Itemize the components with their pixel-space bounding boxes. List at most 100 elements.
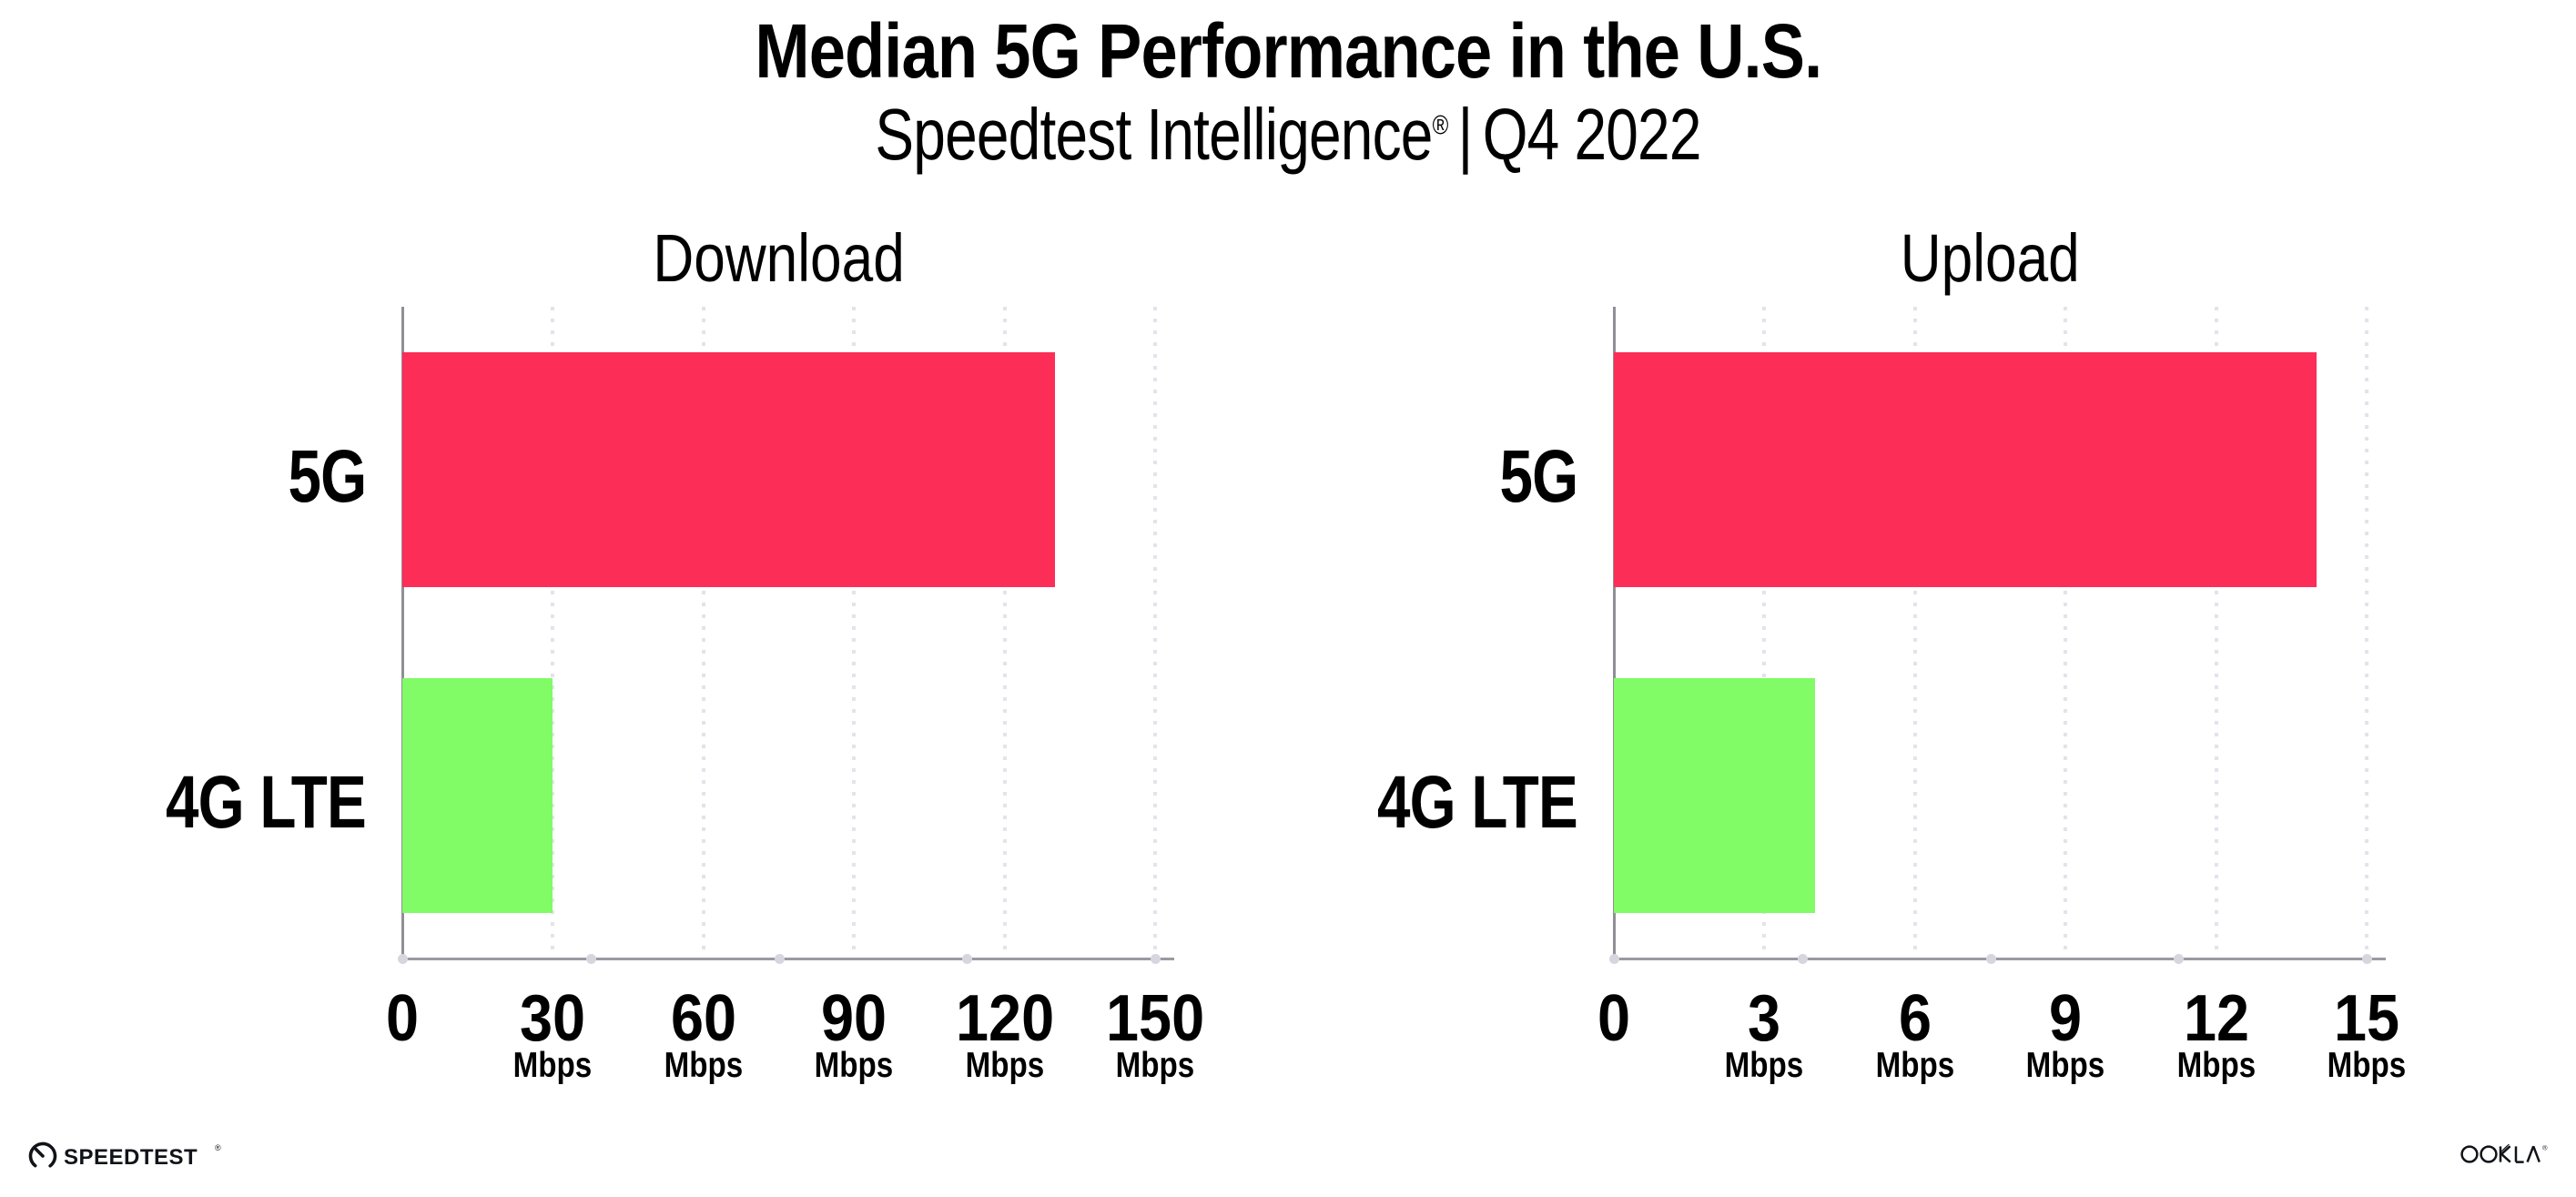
chart-upload: Upload 0 3 Mbps 6 Mbps 9 Mbps 12 Mbps 15 Mbps 5G 4G L… [1377, 220, 2406, 1083]
gridline-3 [1762, 307, 1767, 959]
x-tick-unit-text: Mbps [1115, 1046, 1195, 1085]
category-label-text: 5G [1499, 435, 1578, 518]
subtitle-text: Speedtest Intelligence® | Q4 2022 [875, 93, 1702, 177]
x-tick-value: 9 [2049, 982, 2083, 1055]
speedtest-logo-mark: ® [215, 1143, 221, 1152]
x-tick-value: 30 [520, 982, 586, 1055]
x-tick-label: 3 [1655, 986, 1873, 1051]
x-tick-value: 15 [2333, 982, 2400, 1055]
y-axis [1613, 307, 1616, 959]
x-tick-label: 9 [1956, 986, 2175, 1051]
x-tick-unit-text: Mbps [664, 1046, 744, 1085]
page-title: Median 5G Performance in the U.S. [0, 7, 2576, 96]
gridline-150 [1153, 307, 1157, 959]
x-tick-value: 120 [955, 982, 1054, 1055]
chart-title-download: Download [402, 219, 1155, 297]
gridline-15 [2365, 307, 2368, 959]
x-tick-label: 6 [1806, 986, 2024, 1051]
registered-mark: ® [1432, 110, 1449, 141]
axis-tick-dot [1151, 954, 1161, 964]
category-label-text: 4G LTE [1377, 761, 1578, 844]
x-tick-unit-text: Mbps [2176, 1046, 2256, 1085]
x-tick-value: 3 [1748, 982, 1781, 1055]
category-label-4g-lte: 4G LTE [1195, 760, 1578, 846]
x-tick-unit-label: Mbps [1655, 1048, 1873, 1083]
bar-5g [402, 352, 1055, 587]
x-axis [1614, 958, 2386, 960]
category-label-5g: 5G [0, 434, 367, 520]
gridline-90 [852, 307, 857, 959]
x-tick-value: 90 [821, 982, 887, 1055]
subtitle-separator: | [1457, 94, 1474, 175]
gridline-120 [1002, 307, 1007, 959]
x-tick-unit-text: Mbps [2025, 1046, 2105, 1085]
axis-tick-dot [1797, 954, 1808, 964]
x-tick-value: 12 [2183, 982, 2249, 1055]
chart-title-text: Download [653, 220, 905, 296]
axis-tick-dot [1985, 954, 1996, 964]
x-axis [402, 958, 1174, 960]
speedtest-logo: SPEEDTEST ® [28, 1141, 221, 1171]
x-tick-unit-text: Mbps [2327, 1046, 2407, 1085]
x-tick-unit-label: Mbps [2257, 1048, 2476, 1083]
y-axis [401, 307, 404, 959]
axis-tick-dot [2362, 954, 2372, 964]
speedtest-gauge-icon [28, 1141, 57, 1171]
axis-tick-dot [585, 954, 596, 964]
page-title-text: Median 5G Performance in the U.S. [755, 8, 1822, 94]
category-label-text: 5G [288, 435, 367, 518]
x-tick-label: 60 [594, 986, 813, 1051]
x-tick-unit-text: Mbps [1875, 1046, 1955, 1085]
x-tick-value: 0 [385, 982, 420, 1055]
gridline-9 [2064, 307, 2068, 959]
gridline-6 [1912, 307, 1917, 959]
x-tick-label: 0 [293, 986, 512, 1051]
x-tick-unit-text: Mbps [513, 1046, 593, 1085]
x-tick-unit-label: Mbps [1956, 1048, 2175, 1083]
x-tick-label: 90 [745, 986, 963, 1051]
ookla-logo: ® [2460, 1143, 2548, 1163]
x-tick-value: 0 [1597, 982, 1631, 1055]
axis-tick-dot [2174, 954, 2185, 964]
chart-title-text: Upload [1900, 220, 2080, 296]
x-tick-unit-text: Mbps [965, 1046, 1044, 1085]
x-tick-value: 6 [1898, 982, 1932, 1055]
x-tick-unit-text: Mbps [814, 1046, 894, 1085]
chart-download: Download 0 30 Mbps 60 Mbps 90 Mbps 120 Mbps 150 Mbp… [166, 220, 1204, 1083]
axis-tick-dot [962, 954, 973, 964]
x-tick-unit-label: Mbps [443, 1048, 662, 1083]
x-tick-label: 150 [1046, 986, 1264, 1051]
bar-4g-lte [402, 678, 553, 913]
axis-tick-dot [398, 954, 408, 964]
x-tick-value: 60 [670, 982, 736, 1055]
x-tick-unit-label: Mbps [896, 1048, 1114, 1083]
x-tick-label: 15 [2257, 986, 2476, 1051]
gridline-12 [2214, 307, 2218, 959]
ookla-logo-mark: ® [2542, 1144, 2548, 1152]
gridline-30 [551, 307, 555, 959]
gridline-60 [701, 307, 705, 959]
subtitle: Speedtest Intelligence® | Q4 2022 [0, 93, 2576, 177]
axis-tick-dot [1609, 954, 1619, 964]
x-tick-value: 150 [1105, 982, 1205, 1055]
plot-upload: 0 3 Mbps 6 Mbps 9 Mbps 12 Mbps 15 Mbps [1597, 307, 2406, 1083]
x-tick-label: 12 [2107, 986, 2326, 1051]
plot-download: 0 30 Mbps 60 Mbps 90 Mbps 120 Mbps 150 Mbps [386, 307, 1204, 1083]
x-tick-unit-text: Mbps [1725, 1046, 1804, 1085]
chart-title-upload: Upload [1614, 219, 2367, 297]
subtitle-period: Q4 2022 [1482, 94, 1702, 175]
x-tick-unit-label: Mbps [1046, 1048, 1264, 1083]
bar-4g-lte [1614, 678, 1815, 913]
x-tick-unit-label: Mbps [2107, 1048, 2326, 1083]
x-tick-unit-label: Mbps [1806, 1048, 2024, 1083]
subtitle-brand: Speedtest Intelligence [875, 94, 1433, 175]
x-tick-label: 30 [443, 986, 662, 1051]
bar-5g [1614, 352, 2317, 587]
ookla-logo-letters [2460, 1143, 2541, 1163]
category-label-4g-lte: 4G LTE [0, 760, 367, 846]
x-tick-unit-label: Mbps [594, 1048, 813, 1083]
category-label-5g: 5G [1195, 434, 1578, 520]
speedtest-logo-text: SPEEDTEST [64, 1145, 198, 1170]
category-label-text: 4G LTE [166, 761, 367, 844]
